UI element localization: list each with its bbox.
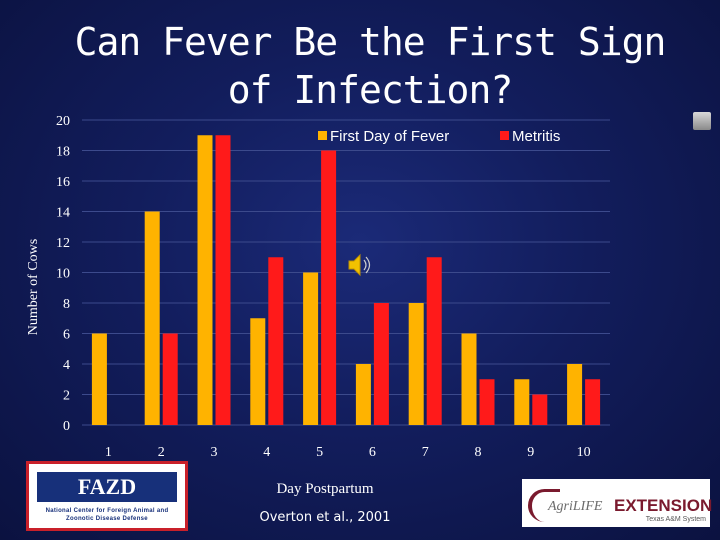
y-axis-label: Number of Cows <box>26 238 41 336</box>
fazd-logo-name: FAZD CENTER <box>37 472 177 529</box>
x-tick-label: 8 <box>475 445 482 460</box>
bar-fever-day-6 <box>355 364 371 425</box>
bar-fever-day-2 <box>144 211 160 425</box>
agrilife-swoosh-icon <box>528 489 560 522</box>
y-tick-label: 8 <box>63 297 70 312</box>
fazd-center-logo: FAZD CENTER National Center for Foreign … <box>26 461 188 531</box>
x-tick-label: 3 <box>211 445 218 460</box>
citation: Overton et al., 2001 <box>259 510 391 525</box>
y-tick-label: 18 <box>56 145 70 160</box>
bar-fever-day-1 <box>91 333 107 425</box>
x-tick-label: 1 <box>105 445 112 460</box>
bar-metritis-day-9 <box>532 394 548 425</box>
y-tick-label: 12 <box>56 236 70 251</box>
bar-metritis-day-4 <box>268 257 284 425</box>
slide-edge-tab <box>693 112 711 130</box>
y-tick-label: 0 <box>63 419 70 434</box>
bar-fever-day-8 <box>461 333 477 425</box>
y-tick-label: 6 <box>63 328 70 343</box>
bar-metritis-day-8 <box>479 379 495 425</box>
legend-label: Metritis <box>512 128 560 145</box>
bar-metritis-day-2 <box>162 333 178 425</box>
y-tick-labels: 0 2 4 6 8 10 12 14 16 18 20 <box>56 114 70 434</box>
bar-fever-day-5 <box>303 272 319 425</box>
bar-fever-day-4 <box>250 318 266 425</box>
x-tick-label: 6 <box>369 445 376 460</box>
x-tick-label: 4 <box>263 445 270 460</box>
slide-title: Can Fever Be the First Sign of Infection… <box>74 20 667 112</box>
fazd-logo-subtitle: National Center for Foreign Animal and Z… <box>45 508 169 522</box>
bar-fever-day-10 <box>567 364 583 425</box>
bar-fever-day-7 <box>408 303 424 425</box>
gridlines <box>82 119 610 426</box>
bar-metritis-day-5 <box>321 150 337 425</box>
agrilife-logo-system: Texas A&M System <box>645 516 706 523</box>
bar-metritis-day-3 <box>215 135 231 425</box>
legend-swatch <box>318 131 327 140</box>
y-tick-label: 14 <box>56 206 70 221</box>
y-tick-label: 20 <box>56 114 70 129</box>
y-tick-label: 16 <box>56 175 70 190</box>
x-tick-labels: 1 2 3 4 5 6 7 8 9 10 <box>105 445 591 460</box>
y-tick-label: 4 <box>63 358 70 373</box>
agrilife-logo-extension: EXTENSION <box>614 496 713 515</box>
bar-metritis-day-10 <box>585 379 601 425</box>
agrilife-logo-name: AgriLIFE <box>548 499 603 514</box>
legend: First Day of Fever Metritis <box>318 128 560 145</box>
x-tick-label: 10 <box>577 445 591 460</box>
y-tick-label: 2 <box>63 389 70 404</box>
speaker-icon[interactable] <box>348 253 371 277</box>
x-tick-label: 7 <box>422 445 429 460</box>
agrilife-extension-logo: AgriLIFE EXTENSION Texas A&M System <box>522 479 713 527</box>
bar-fever-day-9 <box>514 379 530 425</box>
bar-metritis-day-7 <box>426 257 442 425</box>
legend-swatch <box>500 131 509 140</box>
legend-label: First Day of Fever <box>330 128 449 145</box>
x-tick-label: 5 <box>316 445 323 460</box>
x-tick-label: 2 <box>158 445 165 460</box>
y-tick-label: 10 <box>56 267 70 282</box>
x-tick-label: 9 <box>527 445 534 460</box>
bar-metritis-day-6 <box>373 303 389 425</box>
bars <box>91 135 601 425</box>
bar-fever-day-3 <box>197 135 213 425</box>
x-axis-label: Day Postpartum <box>276 481 374 497</box>
